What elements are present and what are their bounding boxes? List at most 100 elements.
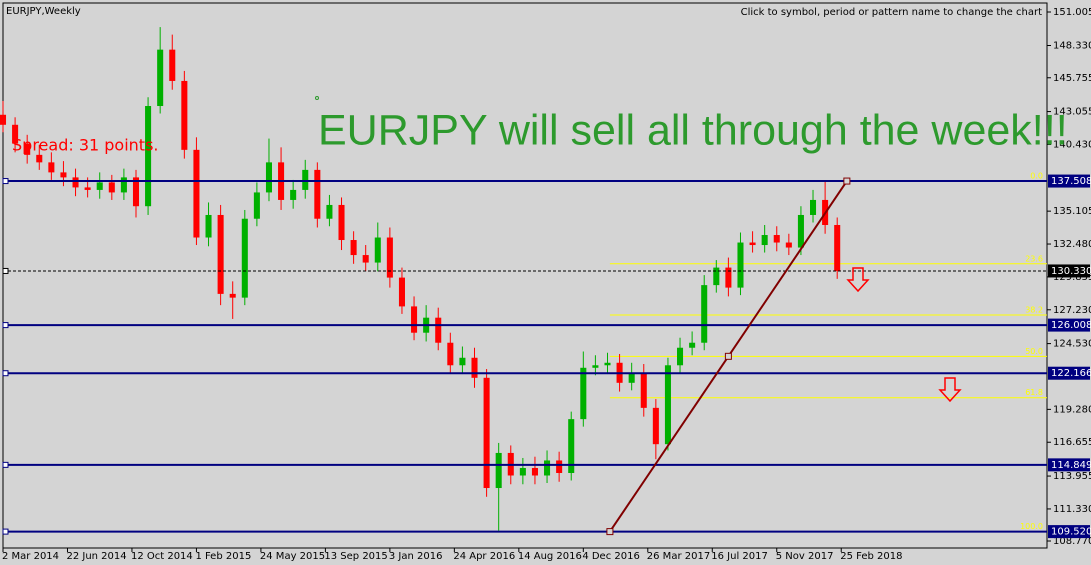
candle-body [169,49,176,81]
candle-body [350,240,357,256]
candle-body [326,204,333,219]
candle-body [145,106,152,207]
candle-body [834,224,841,271]
candle-body [338,204,345,241]
candle-body [604,362,611,366]
x-tick-label: 22 Jun 2014 [66,551,126,562]
candle-body [797,214,804,248]
candle-body [60,172,67,178]
x-tick-label: 13 Sep 2015 [324,551,387,562]
candle-body [108,182,115,193]
fib-label: 0.0 [1030,172,1043,181]
layer: 151.005 148.330 145.755 143.055 140.430 135.1… [0,7,1091,562]
candle-body [664,365,671,445]
candle-body [241,218,248,298]
candle-body [519,467,526,476]
current-price-line-end [2,267,9,274]
x-tick-label: 16 Jul 2017 [711,551,768,562]
candle-body [809,199,817,215]
candle-body [785,242,792,248]
candle-body [725,267,732,288]
price-label: 122.166 [1051,368,1091,379]
candle-body [459,357,466,366]
candle-body [531,467,538,476]
candle-body [556,460,563,473]
candle-body [689,342,696,348]
candle-body [84,187,91,190]
x-tick-label: 26 Mar 2017 [647,551,710,562]
y-tick-label: 124.530 [1053,339,1091,350]
plot-frame [2,2,1048,549]
x-tick-label: 14 Aug 2016 [518,551,582,562]
candle-body [435,317,442,343]
y-tick-label: 113.955 [1053,471,1091,482]
candle-body [677,347,684,366]
candle-body [265,162,272,193]
price-label: 114.849 [1051,460,1091,471]
y-tick-label: 119.280 [1053,404,1091,415]
chart-title: EURJPY,Weekly [6,6,81,17]
x-tick-label: 24 May 2015 [260,551,325,562]
price-box [1048,264,1090,278]
y-tick-label: 135.105 [1053,206,1091,217]
candle-body [374,237,381,263]
price-box [1048,525,1090,539]
candle-body [701,285,708,343]
candle-body [592,365,599,368]
price-box [1048,174,1090,188]
candle-body [193,149,200,238]
candle-body [749,242,756,246]
y-tick-label: 111.330 [1053,504,1091,515]
candle-body [0,114,7,125]
spread-label: Spread: 31 points. [12,136,159,155]
candle-body [628,372,635,383]
candle-body [386,237,393,278]
candle-body [24,143,31,155]
headline: EURJPY will sell all through the week!!! [318,106,1068,154]
fib-label: 61.8 [1025,388,1043,397]
price-label: 109.520 [1051,527,1091,538]
candle-body [773,235,780,243]
fib-label: 23.6 [1025,254,1043,263]
y-tick-label: 140.430 [1053,139,1091,150]
fib-label: 38.2 [1025,305,1043,314]
candle-body [48,162,55,173]
x-tick-label: 24 Apr 2016 [453,551,515,562]
candle-body [495,452,502,489]
x-tick-label: 4 Dec 2016 [582,551,640,562]
candle-body [157,49,164,107]
price-label: 126.008 [1051,320,1091,331]
level-line-end [2,322,9,329]
fib-label: 100.0 [1020,522,1043,531]
down-arrow [846,267,870,293]
hint[interactable]: Click to symbol, period or pattern name … [741,7,1042,18]
candle-body [761,235,768,246]
candle-body [96,182,103,190]
price-box [1048,458,1090,472]
candle-body [120,177,127,193]
x-tick-label: 2 Mar 2014 [2,551,59,562]
x-tick-label: 25 Feb 2018 [840,551,902,562]
level-line-end [2,528,9,535]
candle-body [205,214,212,238]
y-tick-label: 148.330 [1053,41,1091,52]
trendline-handle [724,352,732,360]
price-box [1048,318,1090,332]
candle-body [713,267,720,286]
candle-body [652,407,659,445]
candle-body [302,169,309,190]
candle-body [181,80,188,150]
candle-body [290,189,297,200]
candle-body [362,255,369,263]
candle-body [411,306,418,333]
anchor-dot [315,96,319,100]
candle-body [398,277,405,307]
candle-body [253,192,260,219]
x-tick-label: 12 Oct 2014 [131,551,193,562]
price-label: 137.508 [1051,176,1091,187]
level-line-end [2,178,9,185]
candle-body [737,242,744,288]
x-tick-label: 5 Nov 2017 [776,551,834,562]
candle-body [229,293,236,298]
